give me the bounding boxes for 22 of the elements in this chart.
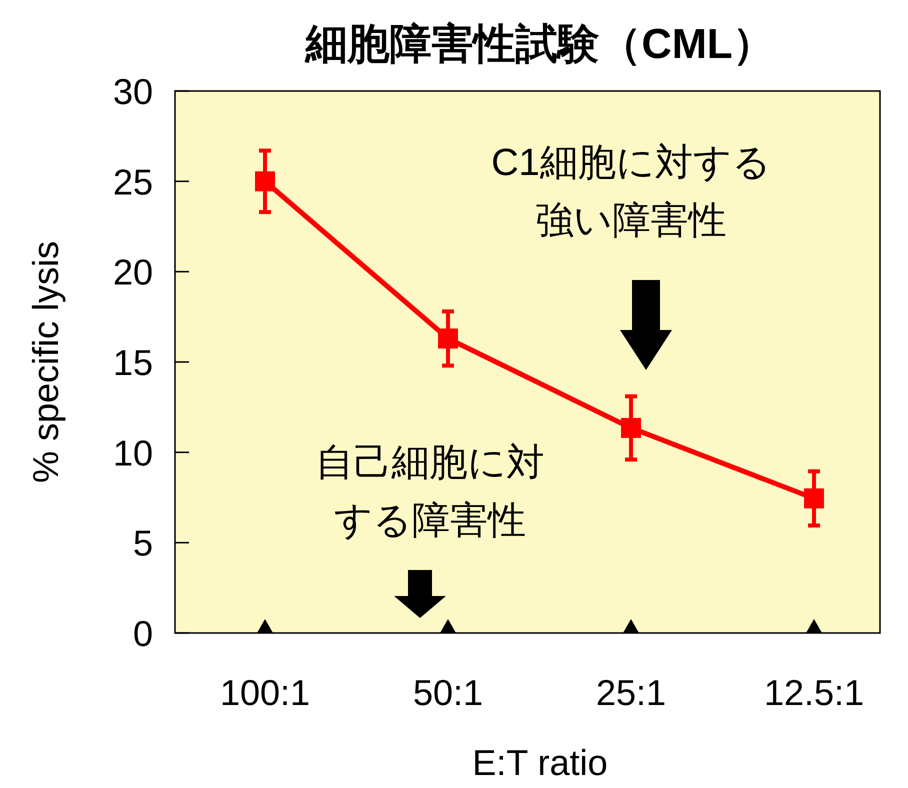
annotation: 自己細胞に対 xyxy=(316,442,544,484)
y-tick-label: 10 xyxy=(112,432,153,474)
point xyxy=(804,488,824,508)
y-tick-label: 20 xyxy=(112,252,153,293)
y-tick-label: 5 xyxy=(132,522,153,564)
annotation: 強い障害性 xyxy=(536,200,726,242)
y-axis-title: % specific lysis xyxy=(25,240,66,484)
y-tick-label: 0 xyxy=(132,613,153,654)
annotation: C1細胞に対する xyxy=(491,142,771,184)
point xyxy=(438,328,458,349)
point xyxy=(255,171,275,192)
y-tick-label: 25 xyxy=(112,161,153,202)
x-tick-label: 50:1 xyxy=(412,672,484,713)
x-tick-label: 100:1 xyxy=(220,672,310,713)
x-tick-label: 12.5:1 xyxy=(764,672,864,713)
annotation: する障害性 xyxy=(334,500,526,542)
point xyxy=(621,418,641,438)
y-tick-label: 15 xyxy=(112,342,153,383)
y-tick-label: 30 xyxy=(112,71,153,112)
x-tick-label: 25:1 xyxy=(596,672,666,713)
x-axis-title: E:T ratio xyxy=(472,742,608,783)
chart-title: 細胞障害性試験（CML） xyxy=(304,20,774,67)
